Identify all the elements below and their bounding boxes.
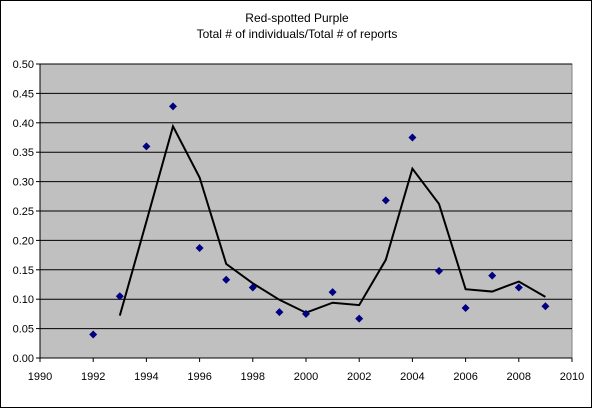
y-tick-label: 0.15 [13, 265, 34, 277]
data-point [381, 196, 390, 205]
x-tick-label: 2008 [507, 371, 531, 383]
x-tick-label: 2004 [400, 371, 424, 383]
y-tick-label: 0.35 [13, 147, 34, 159]
x-tick-label: 1990 [28, 371, 52, 383]
data-point [302, 309, 310, 318]
data-point [222, 275, 231, 284]
data-point [248, 283, 257, 292]
chart-title: Red-spotted Purple [245, 11, 349, 25]
data-point [142, 142, 151, 151]
y-tick-label: 0.05 [13, 324, 34, 336]
data-point [541, 302, 550, 311]
x-tick-label: 2006 [453, 371, 477, 383]
x-tick-label: 2010 [560, 371, 584, 383]
chart-subtitle: Total # of individuals/Total # of report… [196, 27, 398, 41]
y-tick-label: 0.25 [13, 206, 34, 218]
data-point [115, 292, 124, 301]
x-tick-label: 1996 [187, 371, 211, 383]
trend-line [118, 123, 546, 316]
data-point [488, 271, 497, 280]
data-point [328, 288, 337, 297]
data-point [89, 330, 98, 339]
data-point [275, 308, 284, 317]
data-point [514, 283, 523, 292]
x-tick-label: 1992 [81, 371, 105, 383]
y-tick-label: 0.45 [13, 88, 34, 100]
x-tick-label: 2000 [294, 371, 318, 383]
y-tick-label: 0.10 [13, 294, 34, 306]
data-point [169, 102, 177, 111]
y-tick-label: 0.00 [13, 353, 34, 365]
data-point [408, 133, 417, 142]
data-point [355, 314, 364, 323]
y-tick-label: 0.50 [13, 59, 34, 71]
x-tick-label: 2002 [347, 371, 371, 383]
y-tick-label: 0.20 [13, 235, 34, 247]
y-tick-label: 0.30 [13, 177, 34, 189]
x-tick-label: 1998 [241, 371, 265, 383]
data-point [461, 304, 470, 313]
data-point [435, 266, 443, 275]
y-tick-label: 0.40 [13, 118, 34, 130]
x-tick-label: 1994 [134, 371, 158, 383]
data-point [195, 244, 204, 253]
